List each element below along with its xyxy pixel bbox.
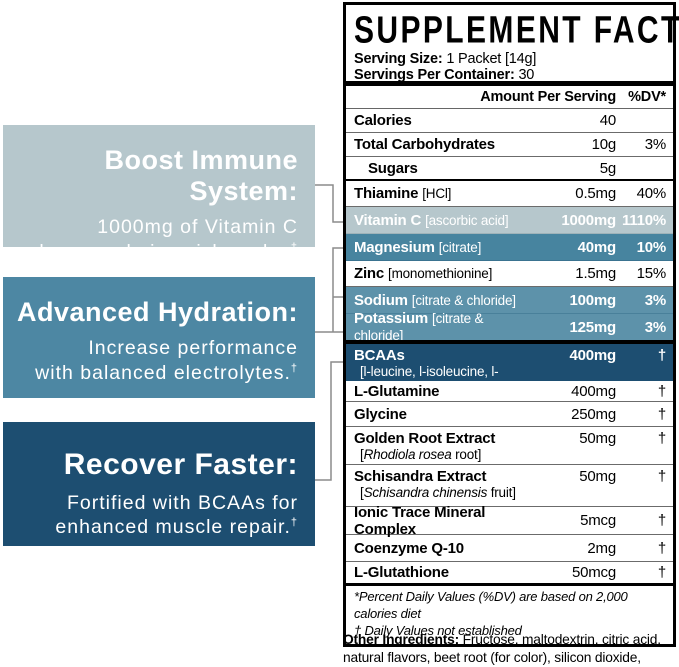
callout-immune-line2: because being sick sucks.† (39, 241, 298, 264)
supplement-facts-panel: SUPPLEMENT FACTS Serving Size: 1 Packet … (343, 2, 679, 647)
table-row-ionic-trace-mineral-complex: Ionic Trace Mineral Complex 5mcg † (346, 504, 673, 538)
callout-immune-line1: 1000mg of Vitamin C (97, 216, 298, 239)
table-row-bcaas: BCAAs [l-leucine, l-isoleucine, l-valine… (346, 344, 673, 396)
table-row-sugars: Sugars 5g (346, 157, 673, 181)
footnote: *Percent Daily Values (%DV) are based on… (346, 586, 673, 644)
callout-hydration-line1: Increase performance (88, 337, 298, 360)
table-row-golden-root-extract: Golden Root Extract [Rhodiola rosea root… (346, 427, 673, 465)
table-row-sodium: Sodium [citrate & chloride] 100mg 3% (346, 287, 673, 314)
serving-size: Serving Size: 1 Packet [14g] (354, 51, 537, 67)
dagger-mark: † (290, 241, 298, 254)
footnote-dv: *Percent Daily Values (%DV) are based on… (354, 589, 628, 621)
footnote-dagger: † Daily Values not established (354, 622, 522, 638)
panel-title: SUPPLEMENT FACTS (354, 9, 679, 52)
divider-thick (346, 81, 673, 86)
callout-immune-title: Boost Immune System: (104, 145, 298, 207)
table-row-potassium: Potassium [citrate & chloride] 125mg 3% (346, 310, 673, 343)
other-ingredients: Other Ingredients: Fructose, maltodextri… (343, 632, 661, 665)
table-row-l-glutamine: L-Glutamine 400mg † (346, 381, 673, 402)
callout-hydration-line2: with balanced electrolytes.† (35, 362, 298, 384)
table-row-zinc: Zinc [monomethionine] 1.5mg 15% (346, 261, 673, 287)
table-row-coenzyme-q10: Coenzyme Q-10 2mg † (346, 535, 673, 562)
callout-recover-line1: Fortified with BCAAs for (67, 491, 298, 514)
column-header-amount: Amount Per Serving (480, 89, 616, 105)
divider-thick (346, 340, 673, 344)
table-row-total-carbohydrates: Total Carbohydrates 10g 3% (346, 133, 673, 157)
callout-recover-line2: enhanced muscle repair.† (55, 516, 298, 539)
divider-thick (346, 583, 673, 586)
table-row-thiamine: Thiamine [HCl] 0.5mg 40% (346, 181, 673, 207)
servings-per-container: Servings Per Container: 30 (354, 67, 535, 84)
column-headers: Amount Per Serving %DV* (346, 86, 673, 109)
table-row-calories: Calories 40 (346, 109, 673, 133)
panel-header: SUPPLEMENT FACTS Serving Size: 1 Packet … (346, 5, 679, 84)
table-row-glycine: Glycine 250mg † (346, 402, 673, 427)
table-row-schisandra-extract: Schisandra Extract [Schisandra chinensis… (346, 465, 673, 507)
callout-recover: Recover Faster: Fortified with BCAAs for… (3, 422, 315, 546)
callout-recover-title: Recover Faster: (63, 448, 298, 481)
callout-immune: Boost Immune System: 1000mg of Vitamin C… (3, 125, 315, 263)
callout-hydration: Advanced Hydration: Increase performance… (3, 277, 315, 398)
table-row-magnesium: Magnesium [citrate] 40mg 10% (346, 234, 673, 261)
dagger-mark: † (290, 362, 298, 375)
table-row-l-glutathione: L-Glutathione 50mcg † (354, 564, 666, 581)
callout-hydration-title: Advanced Hydration: (16, 297, 298, 327)
table-row-vitamin-c: Vitamin C [ascorbic acid] 1000mg 1110% (346, 207, 673, 234)
column-header-dv: %DV* (628, 89, 666, 105)
dagger-mark: † (290, 516, 298, 529)
